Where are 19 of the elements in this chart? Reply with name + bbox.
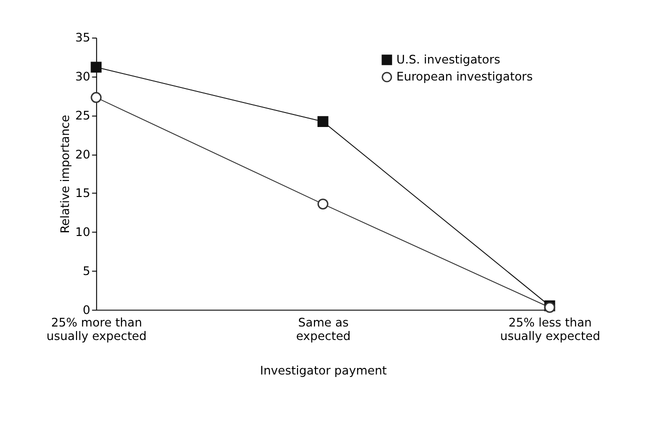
point xyxy=(90,92,102,103)
y-tick-label: 35 xyxy=(75,30,90,45)
y-tick-label: 0 xyxy=(82,302,90,317)
x-tick-label: 25% less than usually expected xyxy=(500,316,600,344)
x-axis-title: Investigator payment xyxy=(260,364,388,378)
y-axis-title: Relative importance xyxy=(58,114,72,234)
y-tick-label: 10 xyxy=(75,225,90,240)
y-tick-label: 5 xyxy=(82,264,90,278)
y-tick-label: 25 xyxy=(75,108,90,122)
y-tick-label: 30 xyxy=(75,70,90,84)
y-tick-label: 20 xyxy=(75,147,90,162)
legend-label: U.S. investigators xyxy=(396,52,500,66)
y-tick-label: 15 xyxy=(75,186,90,200)
x-tick-label: Same as expected xyxy=(296,316,351,344)
point xyxy=(317,116,328,128)
legend-label: European investigators xyxy=(396,70,533,84)
x-tick-label: 25% more than usually expected xyxy=(46,316,147,344)
point xyxy=(317,198,328,210)
point xyxy=(90,62,102,73)
